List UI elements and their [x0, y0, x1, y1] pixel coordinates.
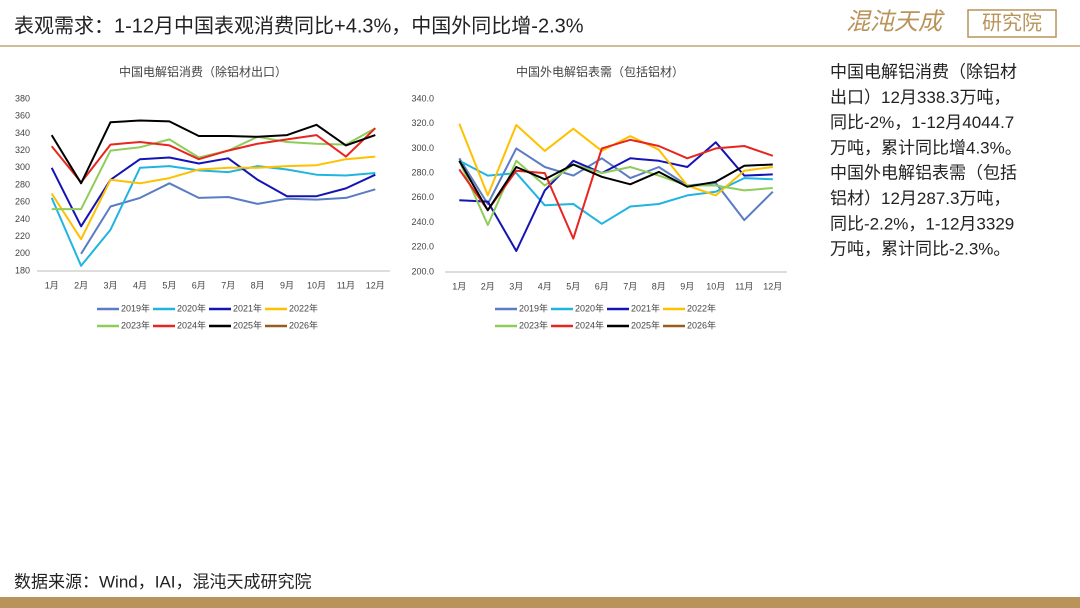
y-tick-label: 300.0 [411, 143, 434, 153]
legend-label: 2024年 [177, 319, 206, 330]
footer-bar [0, 597, 1080, 608]
y-tick-label: 340.0 [411, 93, 434, 103]
slide-title: 表观需求：1-12月中国表观消费同比+4.3%，中国外同比增-2.3% [14, 14, 584, 37]
x-tick-label: 4月 [538, 281, 552, 291]
series-line [50, 155, 376, 241]
logo-sub: 研究院 [982, 11, 1042, 34]
note-line: 万吨，累计同比增4.3%。 [830, 138, 1022, 157]
note-line: 万吨，累计同比-2.3%。 [830, 240, 1010, 259]
y-tick-label: 260 [15, 197, 30, 207]
x-tick-label: 1月 [45, 280, 59, 290]
x-tick-label: 11月 [735, 281, 753, 291]
x-tick-label: 10月 [706, 281, 725, 291]
note-line: 中国电解铝消费（除铝材 [830, 62, 1017, 81]
note-line: 同比-2.2%，1-12月3329 [830, 214, 1014, 233]
legend-label: 2023年 [519, 319, 548, 330]
x-tick-label: 9月 [680, 281, 694, 291]
chart-title: 中国电解铝消费（除铝材出口） [119, 64, 287, 79]
y-tick-label: 300 [15, 162, 30, 172]
y-tick-label: 260.0 [411, 192, 434, 202]
legend-label: 2026年 [289, 319, 318, 330]
legend-label: 2022年 [289, 302, 318, 313]
y-tick-label: 340 [15, 128, 30, 138]
legend-label: 2019年 [121, 302, 150, 313]
x-tick-label: 4月 [133, 280, 147, 290]
y-tick-label: 280 [15, 179, 30, 189]
x-tick-label: 2月 [74, 280, 88, 290]
series-line [80, 182, 376, 255]
y-tick-label: 280.0 [411, 168, 434, 178]
legend-label: 2019年 [519, 302, 548, 313]
note-line: 同比-2%，1-12月4044.7 [830, 113, 1014, 132]
x-tick-label: 11月 [337, 280, 355, 290]
x-tick-label: 7月 [623, 281, 637, 291]
legend-label: 2025年 [631, 319, 660, 330]
legend-label: 2023年 [121, 319, 150, 330]
y-tick-label: 200 [15, 248, 30, 258]
y-tick-label: 240 [15, 214, 30, 224]
note-line: 出口）12月338.3万吨， [830, 88, 1010, 107]
series-line [50, 165, 376, 267]
x-tick-label: 8月 [652, 281, 666, 291]
series-line [458, 160, 773, 212]
x-tick-label: 5月 [162, 280, 176, 290]
legend-label: 2021年 [631, 302, 660, 313]
series-line [458, 159, 773, 226]
logo-box [967, 9, 1057, 38]
legend-label: 2020年 [177, 302, 206, 313]
source: 数据来源：Wind，IAI，混沌天成研究院 [14, 572, 312, 591]
x-tick-label: 3月 [509, 281, 523, 291]
y-tick-label: 360 [15, 111, 30, 121]
x-tick-label: 5月 [566, 281, 580, 291]
x-tick-label: 8月 [251, 280, 265, 290]
logo-name: 混沌天成 [846, 8, 945, 35]
legend-label: 2025年 [233, 319, 262, 330]
y-tick-label: 220 [15, 231, 30, 241]
x-tick-label: 7月 [221, 280, 235, 290]
x-tick-label: 2月 [481, 281, 495, 291]
chart-title: 中国外电解铝表需（包括铝材） [516, 64, 684, 79]
legend-label: 2021年 [233, 302, 262, 313]
series-line [458, 138, 774, 240]
note-line: 铝材）12月287.3万吨， [830, 189, 1010, 208]
y-tick-label: 320.0 [411, 118, 434, 128]
y-tick-label: 180 [15, 265, 30, 275]
x-tick-label: 6月 [192, 280, 206, 290]
legend-label: 2026年 [687, 319, 716, 330]
y-tick-label: 380 [15, 93, 30, 103]
y-tick-label: 200.0 [411, 266, 434, 276]
y-tick-label: 320 [15, 145, 30, 155]
x-tick-label: 10月 [307, 280, 326, 290]
legend-label: 2024年 [575, 319, 604, 330]
legend-label: 2020年 [575, 302, 604, 313]
note-line: 中国外电解铝表需（包括 [830, 164, 1017, 183]
series-line [50, 127, 376, 184]
y-tick-label: 220.0 [411, 242, 434, 252]
x-tick-label: 12月 [366, 280, 385, 290]
x-tick-label: 12月 [763, 281, 782, 291]
x-tick-label: 9月 [280, 280, 294, 290]
y-tick-label: 240.0 [411, 217, 434, 227]
x-tick-label: 3月 [104, 280, 118, 290]
x-tick-label: 1月 [452, 281, 466, 291]
series-line [50, 119, 376, 185]
legend-label: 2022年 [687, 302, 716, 313]
x-tick-label: 6月 [595, 281, 609, 291]
